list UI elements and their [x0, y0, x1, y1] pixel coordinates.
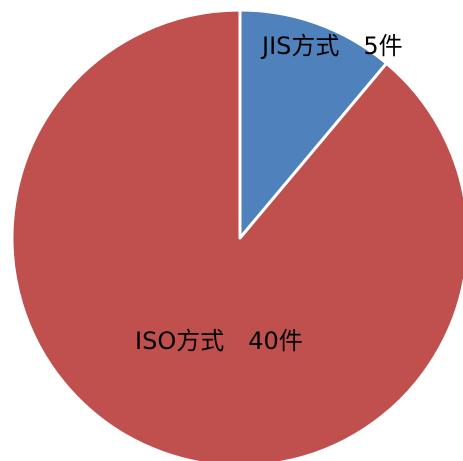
slice-value: 40件: [248, 327, 303, 355]
slice-value: 5件: [363, 32, 402, 60]
pie-slice: [10, 8, 463, 461]
slice-category: ISO方式: [135, 327, 224, 355]
slice-category: JIS方式: [260, 32, 339, 60]
slice-label: ISO方式 40件: [135, 327, 303, 355]
slice-label: JIS方式 5件: [260, 32, 403, 60]
pie-slice: [238, 8, 389, 240]
